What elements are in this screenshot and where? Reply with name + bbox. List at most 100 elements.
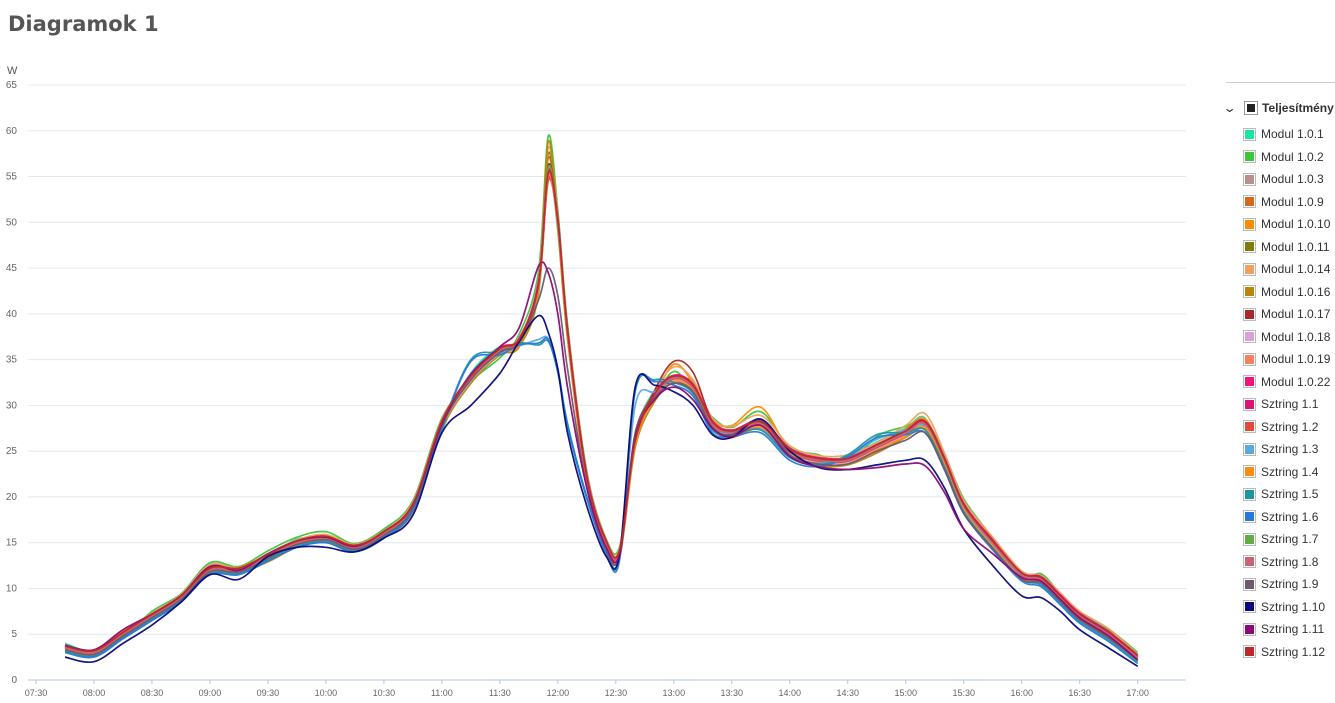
- legend-swatch: [1243, 532, 1256, 546]
- series-line: [64, 166, 1139, 657]
- legend-item[interactable]: Modul 1.0.22: [1243, 371, 1335, 394]
- legend-item[interactable]: Modul 1.0.14: [1243, 258, 1335, 281]
- y-tick-label: 60: [6, 126, 18, 137]
- legend-swatch: [1243, 375, 1256, 389]
- legend-item-label: Modul 1.0.1: [1261, 127, 1324, 142]
- legend-swatch: [1243, 555, 1256, 569]
- legend-item-label: Sztring 1.7: [1261, 532, 1319, 547]
- legend-item[interactable]: Modul 1.0.18: [1243, 326, 1335, 349]
- x-tick-label: 13:00: [663, 688, 686, 698]
- legend-item-label: Modul 1.0.16: [1261, 284, 1331, 299]
- series-line: [64, 335, 1139, 661]
- legend-swatch: [1243, 487, 1256, 501]
- legend-item[interactable]: Sztring 1.6: [1243, 506, 1335, 529]
- x-tick-label: 08:30: [141, 688, 164, 698]
- series-line: [64, 337, 1139, 665]
- legend-item[interactable]: Modul 1.0.9: [1243, 191, 1335, 214]
- legend-item-label: Sztring 1.10: [1261, 599, 1326, 614]
- x-tick-label: 14:00: [779, 688, 802, 698]
- legend-item[interactable]: Modul 1.0.3: [1243, 168, 1335, 191]
- legend-swatch: [1243, 352, 1256, 366]
- x-tick-label: 11:30: [489, 688, 511, 698]
- legend-item-label: Modul 1.0.18: [1261, 329, 1331, 344]
- line-chart: W 0 5 10 15 20 25 30 35 40 45 50 55 60 65 07:30 08:00 08:…: [6, 65, 1186, 698]
- legend-item[interactable]: Modul 1.0.1: [1243, 123, 1335, 146]
- legend-item-label: Sztring 1.12: [1261, 644, 1326, 659]
- legend-item[interactable]: Sztring 1.12: [1243, 641, 1335, 664]
- x-tick-label: 09:30: [257, 688, 280, 698]
- y-tick-label: 25: [6, 446, 18, 457]
- legend-group-swatch: [1244, 101, 1258, 115]
- x-tick-label: 11:00: [431, 688, 453, 698]
- legend-item[interactable]: Modul 1.0.17: [1243, 303, 1335, 326]
- legend-item[interactable]: Sztring 1.10: [1243, 596, 1335, 619]
- y-tick-label: 5: [11, 629, 17, 640]
- legend-item[interactable]: Sztring 1.7: [1243, 528, 1335, 551]
- legend-swatch: [1243, 645, 1256, 659]
- y-tick-label: 40: [6, 309, 18, 320]
- chart-legend: ⌄ Teljesítmény Modul 1.0.1 Modul 1.0.2 Mod…: [1222, 82, 1335, 663]
- legend-items: Modul 1.0.1 Modul 1.0.2 Modul 1.0.3 Modul 1…: [1226, 123, 1335, 663]
- series-line: [64, 151, 1139, 658]
- y-tick-label: 65: [6, 80, 18, 91]
- series-line: [64, 168, 1139, 656]
- y-tick-label: 20: [6, 492, 18, 503]
- series-line: [64, 339, 1139, 663]
- legend-item-label: Sztring 1.11: [1261, 622, 1325, 637]
- series-line: [64, 169, 1139, 656]
- x-tick-label: 07:30: [25, 688, 48, 698]
- legend-item-label: Sztring 1.6: [1261, 509, 1319, 524]
- legend-item-label: Modul 1.0.10: [1261, 217, 1331, 232]
- legend-swatch: [1243, 172, 1256, 186]
- series-line: [64, 267, 1139, 661]
- legend-item-label: Sztring 1.1: [1261, 397, 1319, 412]
- legend-group-toggle[interactable]: ⌄ Teljesítmény: [1222, 97, 1335, 119]
- legend-item[interactable]: Modul 1.0.10: [1243, 213, 1335, 236]
- legend-item[interactable]: Sztring 1.8: [1243, 551, 1335, 574]
- y-tick-label: 45: [6, 263, 18, 274]
- legend-item[interactable]: Modul 1.0.16: [1243, 281, 1335, 304]
- series-line: [64, 175, 1139, 658]
- legend-swatch: [1243, 195, 1256, 209]
- legend-item[interactable]: Modul 1.0.19: [1243, 348, 1335, 371]
- legend-item-label: Sztring 1.3: [1261, 442, 1319, 457]
- legend-item[interactable]: Sztring 1.3: [1243, 438, 1335, 461]
- y-tick-label: 0: [11, 675, 17, 686]
- series-line: [64, 171, 1139, 658]
- x-tick-label: 10:00: [315, 688, 338, 698]
- series-line: [64, 170, 1139, 658]
- legend-item[interactable]: Sztring 1.5: [1243, 483, 1335, 506]
- series-line: [64, 177, 1139, 659]
- legend-item[interactable]: Sztring 1.2: [1243, 416, 1335, 439]
- x-tick-label: 12:30: [605, 688, 628, 698]
- legend-item[interactable]: Modul 1.0.2: [1243, 146, 1335, 169]
- legend-swatch: [1243, 262, 1256, 276]
- legend-item[interactable]: Modul 1.0.11: [1243, 236, 1335, 259]
- legend-item[interactable]: Sztring 1.11: [1243, 618, 1335, 641]
- legend-swatch: [1243, 510, 1256, 524]
- x-tick-label: 13:30: [721, 688, 744, 698]
- legend-swatch: [1243, 330, 1256, 344]
- chevron-down-icon[interactable]: ⌄: [1222, 101, 1237, 115]
- series-line: [64, 139, 1139, 661]
- x-tick-label: 15:00: [894, 688, 917, 698]
- legend-swatch: [1243, 240, 1256, 254]
- y-axis-unit-label: W: [7, 65, 18, 77]
- legend-item-label: Modul 1.0.22: [1261, 374, 1331, 389]
- y-tick-label: 50: [6, 217, 18, 228]
- legend-item[interactable]: Sztring 1.1: [1243, 393, 1335, 416]
- legend-swatch: [1243, 127, 1256, 141]
- x-tick-label: 12:00: [547, 688, 570, 698]
- legend-swatch: [1243, 150, 1256, 164]
- x-tick-label: 16:30: [1068, 688, 1091, 698]
- legend-item[interactable]: Sztring 1.4: [1243, 461, 1335, 484]
- series-line: [64, 162, 1139, 657]
- legend-item-label: Modul 1.0.11: [1261, 239, 1330, 254]
- x-tick-label: 17:00: [1126, 688, 1149, 698]
- y-tick-label: 55: [6, 172, 18, 183]
- legend-item-label: Modul 1.0.19: [1261, 352, 1331, 367]
- legend-swatch: [1243, 285, 1256, 299]
- series-line: [64, 173, 1139, 662]
- legend-item[interactable]: Sztring 1.9: [1243, 573, 1335, 596]
- y-tick-label: 30: [6, 400, 18, 411]
